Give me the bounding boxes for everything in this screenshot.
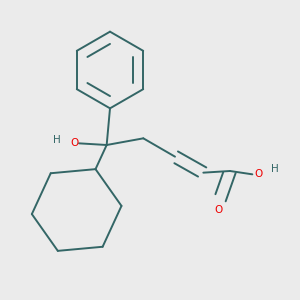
Text: O: O bbox=[70, 138, 79, 148]
Text: O: O bbox=[254, 169, 262, 179]
Text: H: H bbox=[271, 164, 279, 174]
Text: H: H bbox=[53, 135, 61, 145]
Text: O: O bbox=[214, 205, 223, 215]
